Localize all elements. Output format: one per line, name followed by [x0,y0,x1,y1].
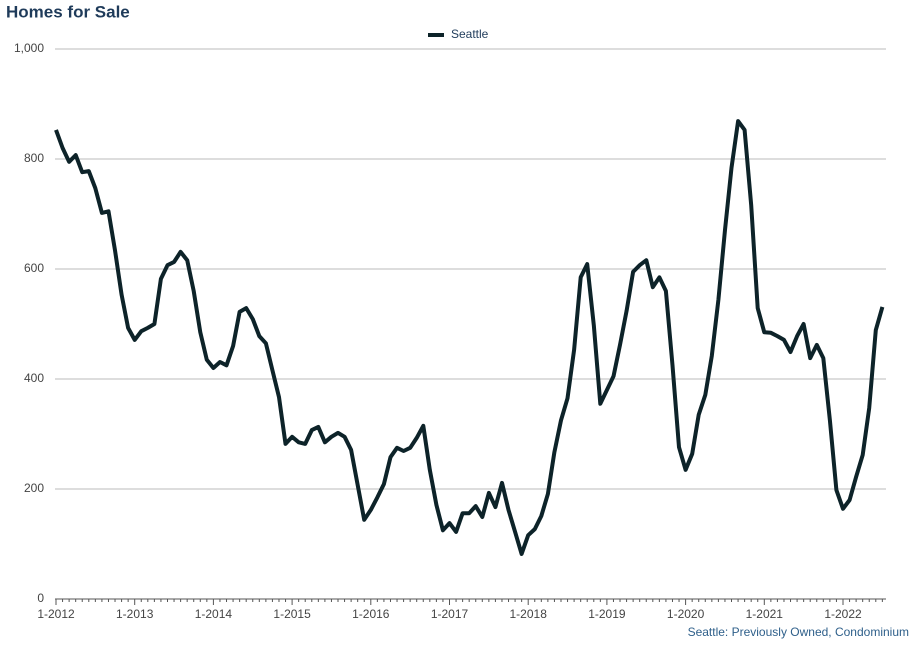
y-tick-label: 0 [37,591,44,605]
x-tick-label: 1-2021 [746,607,784,621]
footnote: Seattle: Previously Owned, Condominium [688,625,909,639]
x-tick-label: 1-2014 [195,607,233,621]
y-tick-label: 800 [24,151,44,165]
x-tick-label: 1-2015 [273,607,311,621]
y-tick-label: 400 [24,371,44,385]
y-tick-label: 200 [24,481,44,495]
x-tick-label: 1-2012 [37,607,75,621]
x-tick-label: 1-2020 [667,607,705,621]
chart-title: Homes for Sale [6,2,130,21]
x-tick-label: 1-2013 [116,607,154,621]
x-tick-label: 1-2022 [824,607,862,621]
x-tick-label: 1-2018 [510,607,548,621]
y-tick-label: 600 [24,261,44,275]
legend-label: Seattle [451,27,489,41]
x-tick-label: 1-2017 [431,607,469,621]
x-tick-label: 1-2016 [352,607,390,621]
data-line [54,119,885,556]
y-tick-label: 1,000 [14,41,44,55]
x-tick-label: 1-2019 [588,607,626,621]
